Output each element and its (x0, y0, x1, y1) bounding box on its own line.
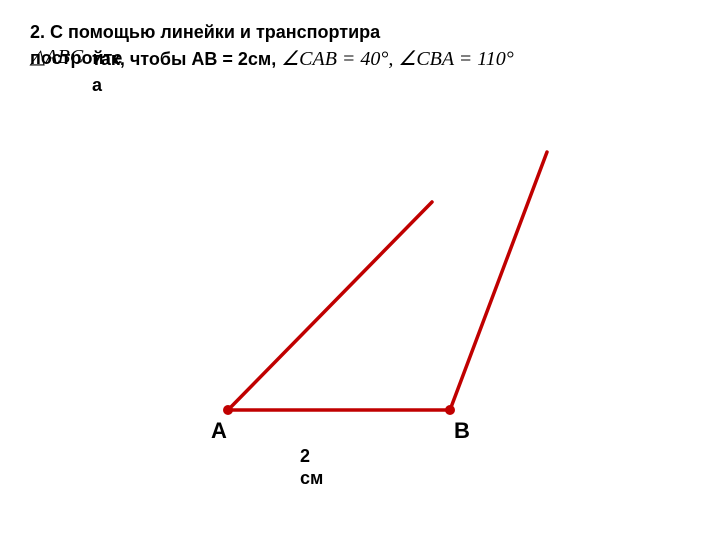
construct-word: постройте (30, 46, 122, 70)
problem-line1: 2. С помощью линейки и транспортира (30, 20, 670, 44)
segment-value: 2 (300, 446, 323, 468)
problem-text: 2. С помощью линейки и транспортира △ABC… (30, 20, 670, 98)
segment-unit: см (300, 468, 323, 490)
problem-line1-text: С помощью линейки и транспортира (50, 22, 380, 42)
vertex-label-a: А (211, 418, 227, 444)
problem-line3: а (92, 73, 670, 97)
segment-label: 2 см (300, 446, 323, 489)
problem-line2: △ABC постройте так, чтобы АВ = 2см, ∠CAB… (30, 46, 670, 73)
problem-number: 2. (30, 22, 45, 42)
vertex-label-b: В (454, 418, 470, 444)
angles-text: ∠CAB = 40°, ∠CBA = 110° (281, 48, 514, 70)
geometry-diagram: А В 2 см (0, 140, 720, 520)
diagram-svg (0, 140, 720, 520)
